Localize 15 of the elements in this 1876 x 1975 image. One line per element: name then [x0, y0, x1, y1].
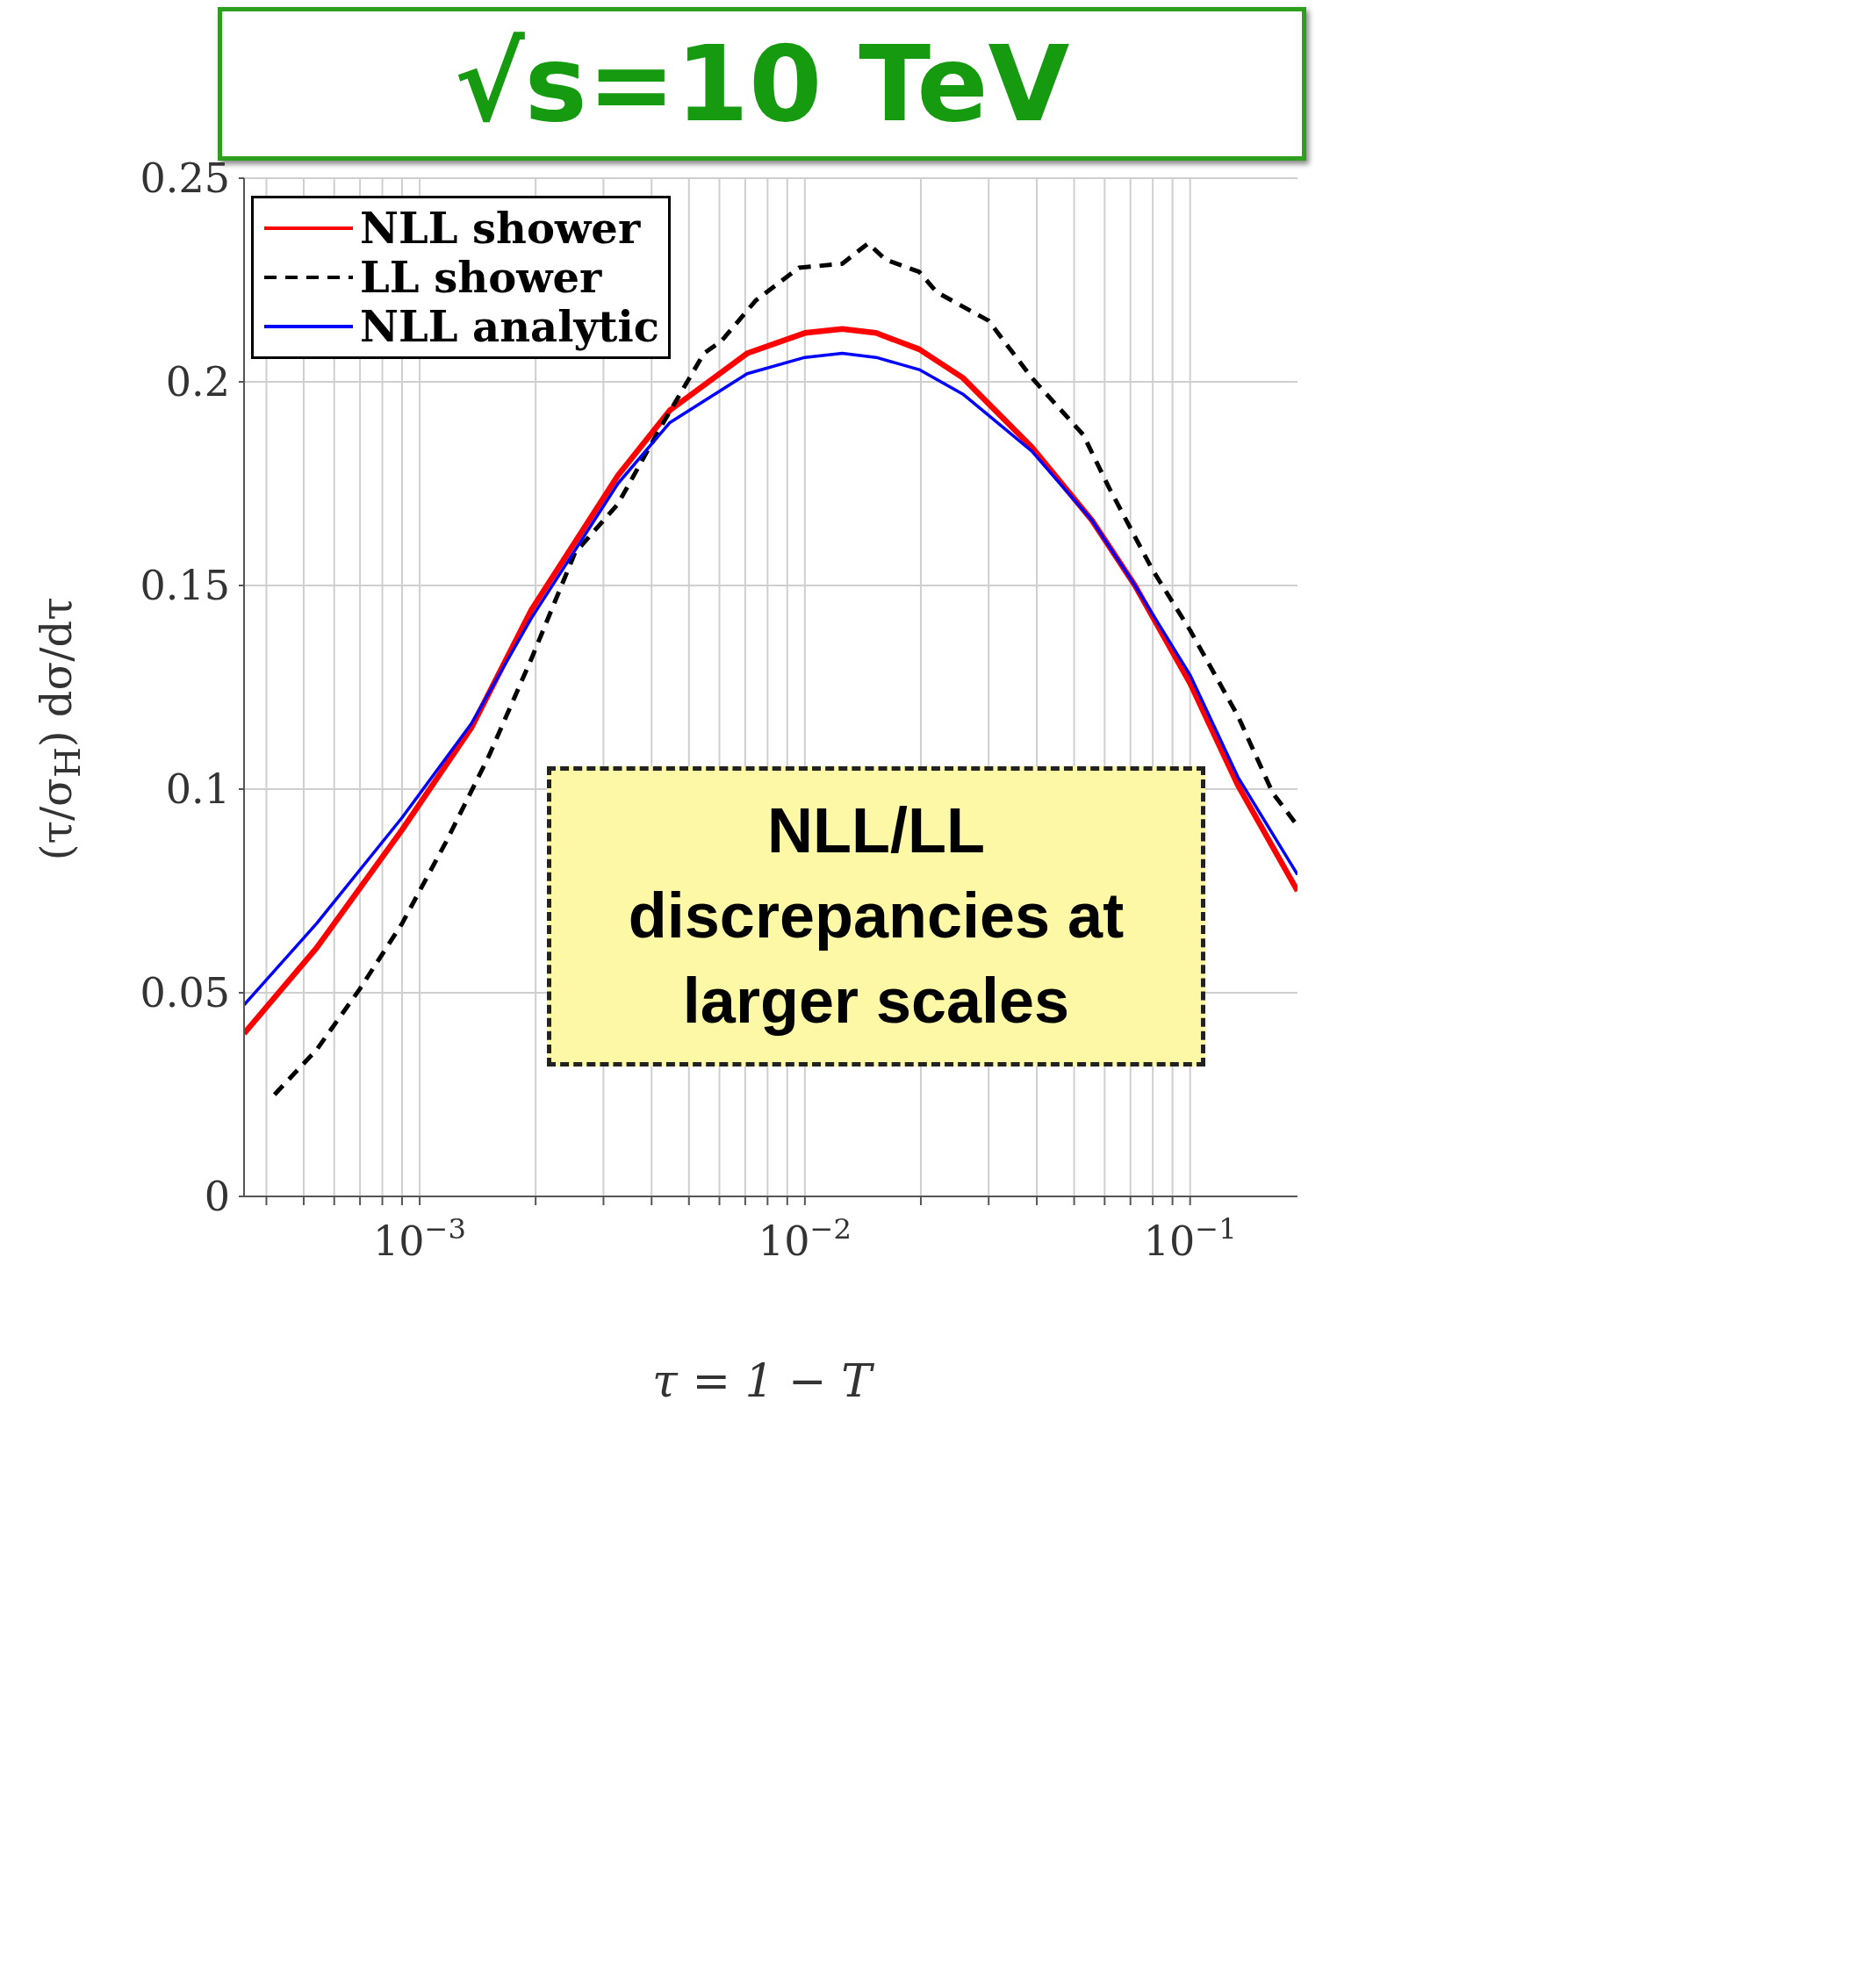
- x-tick-label: 10$^{−1}$: [1143, 1212, 1237, 1265]
- y-tick-label: 0.15: [140, 562, 230, 609]
- y-tick-label: 0.25: [140, 154, 230, 202]
- x-tick-label: 10$^{−3}$: [373, 1212, 467, 1265]
- x-axis-title: τ = 1 − T: [651, 1354, 875, 1407]
- legend-label: NLL analytic: [360, 302, 659, 351]
- x-tick-label: 10$^{−2}$: [758, 1212, 852, 1265]
- chart-title: √s=10 TeV: [454, 23, 1070, 145]
- y-tick-label: 0.05: [140, 969, 230, 1016]
- legend-label: LL shower: [360, 253, 602, 302]
- y-tick-label: 0: [204, 1173, 230, 1220]
- y-tick-label: 0.2: [165, 358, 230, 406]
- legend-label: NLL shower: [360, 204, 641, 253]
- y-tick-label: 0.1: [165, 765, 230, 813]
- annotation: NLL/LL discrepancies at larger scales: [547, 766, 1205, 1066]
